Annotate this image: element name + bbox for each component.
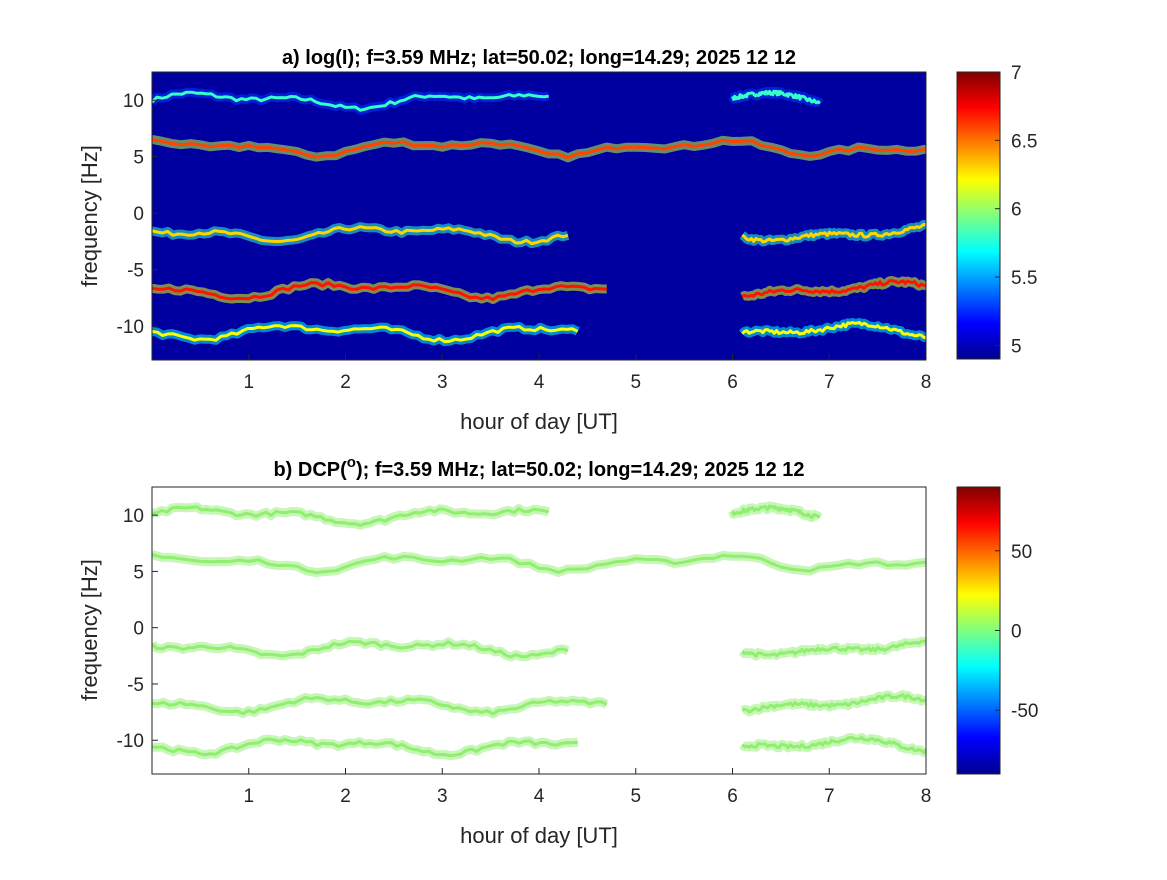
band-trace-2-1 xyxy=(741,639,926,658)
y-tick-label: 5 xyxy=(133,562,144,583)
band-trace-3-0 xyxy=(152,281,607,301)
x-tick-label: 8 xyxy=(921,786,932,807)
panel-a-bands xyxy=(152,86,926,347)
band-trace-1-0 xyxy=(152,137,926,160)
panel-b-bands xyxy=(152,501,926,761)
panel-b-colorbar-ticks: -50 0 50 xyxy=(995,542,1038,722)
band-trace-4-1 xyxy=(741,735,926,755)
band-trace-3-1 xyxy=(741,279,926,298)
colorbar-tick-label: 7 xyxy=(1011,63,1022,84)
x-tick-label: 6 xyxy=(727,786,738,807)
x-tick-label: 4 xyxy=(534,786,545,807)
band-trace-1-0 xyxy=(152,553,926,574)
x-tick-label: 7 xyxy=(824,786,835,807)
y-tick-label: -10 xyxy=(117,317,144,338)
colorbar-tick-label: -50 xyxy=(1011,701,1038,722)
colorbar-tick-label: 50 xyxy=(1011,542,1032,563)
x-tick-label: 7 xyxy=(824,372,835,393)
panel-a: a) log(I); f=3.59 MHz; lat=50.02; long=1… xyxy=(77,47,1037,434)
x-tick-label: 4 xyxy=(534,372,545,393)
band-trace-2-0 xyxy=(152,225,569,246)
panel-b-x-ticks: 1 2 3 4 5 6 7 8 xyxy=(243,768,931,807)
y-tick-label: 5 xyxy=(133,148,144,169)
colorbar-tick-label: 5.5 xyxy=(1011,268,1037,289)
x-tick-label: 2 xyxy=(340,372,351,393)
panel-b: b) DCP(o); f=3.59 MHz; lat=50.02; long=1… xyxy=(77,454,1038,848)
x-tick-label: 3 xyxy=(437,786,448,807)
band-trace-4-1 xyxy=(741,321,926,340)
band-trace-3-1 xyxy=(741,693,926,714)
band-trace-2-0 xyxy=(152,639,569,659)
panel-a-colorbar xyxy=(956,71,1001,360)
panel-a-plot-area xyxy=(152,72,926,360)
band-trace-3-0 xyxy=(152,695,608,716)
x-tick-label: 3 xyxy=(437,372,448,393)
band-trace-4-0 xyxy=(152,737,578,758)
y-tick-label: -5 xyxy=(127,261,144,282)
x-tick-label: 1 xyxy=(243,786,254,807)
band-trace-0-1 xyxy=(731,89,821,105)
x-tick-label: 5 xyxy=(630,372,641,393)
panel-b-plot-area xyxy=(152,487,926,774)
panel-b-x-label: hour of day [UT] xyxy=(460,823,618,848)
panel-a-y-label: frequency [Hz] xyxy=(77,145,102,287)
band-trace-0-0 xyxy=(152,505,550,527)
panel-a-colorbar-ticks: 5 5.5 6 6.5 7 xyxy=(995,63,1037,357)
y-tick-label: 10 xyxy=(123,91,144,112)
band-trace-0-1 xyxy=(731,504,821,520)
x-tick-label: 6 xyxy=(727,372,738,393)
panel-a-x-ticks: 1 2 3 4 5 6 7 8 xyxy=(243,354,931,393)
x-tick-label: 5 xyxy=(630,786,641,807)
band-trace-2-1 xyxy=(741,222,926,244)
x-tick-label: 1 xyxy=(243,372,254,393)
colorbar-tick-label: 5 xyxy=(1011,336,1022,357)
panel-b-colorbar xyxy=(956,486,1001,775)
colorbar-tick-label: 6 xyxy=(1011,200,1022,221)
panel-b-y-label: frequency [Hz] xyxy=(77,559,102,701)
y-tick-label: 0 xyxy=(133,204,144,225)
colorbar-tick-label: 0 xyxy=(1011,622,1022,643)
y-tick-label: 10 xyxy=(123,506,144,527)
band-trace-0-0 xyxy=(152,90,549,112)
x-tick-label: 8 xyxy=(921,372,932,393)
y-tick-label: 0 xyxy=(133,619,144,640)
panel-b-y-ticks: -10 -5 0 5 10 xyxy=(117,506,158,752)
panel-a-title: a) log(I); f=3.59 MHz; lat=50.02; long=1… xyxy=(282,47,796,69)
band-trace-4-0 xyxy=(152,324,579,344)
y-tick-label: -5 xyxy=(127,675,144,696)
panel-b-title: b) DCP(o); f=3.59 MHz; lat=50.02; long=1… xyxy=(273,454,804,481)
panel-a-x-label: hour of day [UT] xyxy=(460,409,618,434)
y-tick-label: -10 xyxy=(117,731,144,752)
colorbar-tick-label: 6.5 xyxy=(1011,131,1037,152)
x-tick-label: 2 xyxy=(340,786,351,807)
panel-a-y-ticks: -10 -5 0 5 10 xyxy=(117,91,158,338)
